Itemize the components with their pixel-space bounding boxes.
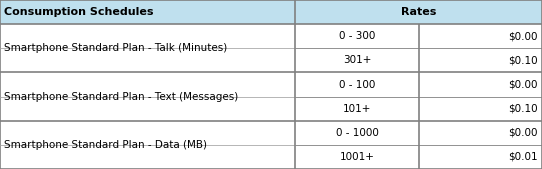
- Text: $0.00: $0.00: [508, 31, 538, 41]
- Bar: [0, 48, 542, 73]
- Text: 0 - 1000: 0 - 1000: [335, 128, 379, 138]
- Text: Smartphone Standard Plan - Text (Messages): Smartphone Standard Plan - Text (Message…: [4, 92, 238, 102]
- Bar: [0, 96, 542, 121]
- Bar: [0, 0, 542, 24]
- Text: Consumption Schedules: Consumption Schedules: [4, 7, 154, 17]
- Text: 1001+: 1001+: [340, 152, 375, 162]
- Text: 0 - 300: 0 - 300: [339, 31, 376, 41]
- Bar: [0, 24, 542, 48]
- Bar: [0, 73, 542, 96]
- Text: $0.10: $0.10: [508, 104, 538, 114]
- Text: Smartphone Standard Plan - Talk (Minutes): Smartphone Standard Plan - Talk (Minutes…: [4, 43, 228, 53]
- Text: 301+: 301+: [343, 55, 371, 65]
- Bar: [0, 145, 542, 169]
- Bar: [0, 121, 542, 145]
- Text: $0.00: $0.00: [508, 128, 538, 138]
- Text: Rates: Rates: [401, 7, 436, 17]
- Text: Smartphone Standard Plan - Data (MB): Smartphone Standard Plan - Data (MB): [4, 140, 208, 150]
- Text: 0 - 100: 0 - 100: [339, 79, 376, 90]
- Text: 101+: 101+: [343, 104, 371, 114]
- Text: $0.00: $0.00: [508, 79, 538, 90]
- Text: $0.10: $0.10: [508, 55, 538, 65]
- Text: $0.01: $0.01: [508, 152, 538, 162]
